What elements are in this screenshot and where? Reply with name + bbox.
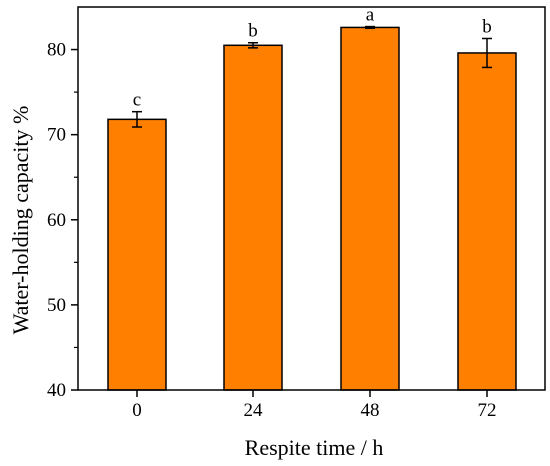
bar-0h bbox=[107, 118, 167, 391]
x-tick-label-0: 0 bbox=[132, 400, 142, 421]
error-bar-72h bbox=[482, 37, 492, 69]
bars-layer bbox=[107, 26, 517, 391]
x-tick-label-72: 72 bbox=[478, 400, 497, 421]
plot-frame bbox=[77, 6, 546, 391]
significance-label-24h: b bbox=[248, 21, 258, 42]
bar-48h bbox=[340, 26, 400, 391]
error-bar-0h bbox=[132, 110, 142, 128]
y-tick-label-70: 70 bbox=[47, 125, 66, 146]
x-axis-title: Respite time / h bbox=[245, 435, 384, 460]
significance-label-72h: b bbox=[482, 16, 492, 37]
x-tick-label-48: 48 bbox=[361, 400, 380, 421]
error-bars-layer bbox=[132, 25, 492, 128]
y-tick-label-80: 80 bbox=[47, 40, 66, 61]
y-axis-title: Water-holding capacity % bbox=[8, 106, 33, 335]
y-tick-label-40: 40 bbox=[47, 380, 66, 401]
y-tick-label-50: 50 bbox=[47, 295, 66, 316]
bar-72h bbox=[457, 52, 517, 391]
significance-label-48h: a bbox=[366, 5, 375, 26]
error-bar-24h bbox=[248, 41, 258, 49]
y-tick-label-60: 60 bbox=[47, 210, 66, 231]
significance-label-0h: c bbox=[133, 90, 141, 111]
axes-layer bbox=[71, 6, 546, 397]
labels-layer: c b a b 40 50 60 70 80 0 24 48 72 bbox=[47, 5, 497, 421]
bar-24h bbox=[223, 44, 283, 391]
x-tick-label-24: 24 bbox=[244, 400, 264, 421]
error-bar-48h bbox=[365, 25, 375, 30]
